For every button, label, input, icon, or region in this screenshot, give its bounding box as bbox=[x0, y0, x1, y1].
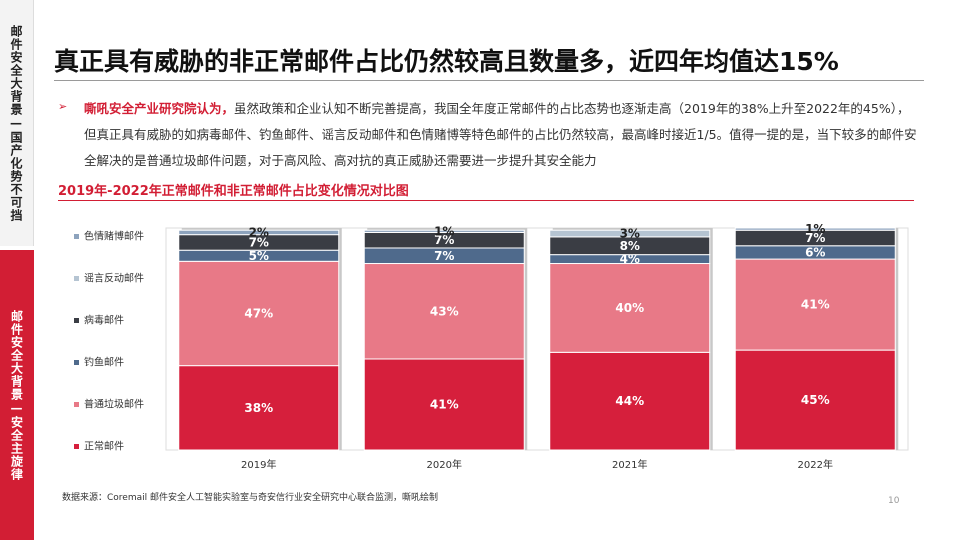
data-label: 7% bbox=[249, 235, 269, 249]
legend-label: 正常邮件 bbox=[84, 440, 124, 453]
sidebar-tab-bottom[interactable]: 邮件安全大背景—安全主旋律 bbox=[0, 250, 34, 540]
data-label: 2% bbox=[249, 225, 269, 239]
title-divider bbox=[54, 80, 924, 81]
sidebar-tab-top[interactable]: 邮件安全大背景—国产化势不可挡 bbox=[0, 0, 34, 246]
legend-swatch bbox=[74, 402, 79, 407]
sidebar-tab-bottom-label: 邮件安全大背景—安全主旋律 bbox=[9, 309, 24, 481]
stacked-bar-chart: 38%47%5%7%2%2019年41%43%7%7%1%2020年44%40%… bbox=[74, 222, 909, 471]
data-label: 41% bbox=[430, 397, 459, 411]
legend-swatch bbox=[74, 234, 79, 239]
bar-segment[interactable] bbox=[549, 263, 711, 353]
x-tick-label: 2019年 bbox=[241, 458, 276, 471]
bar-segment[interactable] bbox=[734, 227, 896, 231]
bar-segment[interactable] bbox=[734, 349, 896, 451]
data-label: 1% bbox=[805, 222, 825, 236]
legend-label: 普通垃圾邮件 bbox=[84, 398, 144, 411]
data-label: 41% bbox=[801, 298, 830, 312]
legend-label: 谣言反动邮件 bbox=[84, 272, 144, 285]
bar-segment[interactable] bbox=[549, 229, 711, 238]
paragraph-text: 虽然政策和企业认知不断完善提高，我国全年度正常邮件的占比态势也逐渐走高（2019… bbox=[84, 101, 917, 168]
data-label: 8% bbox=[620, 239, 640, 253]
data-label: 7% bbox=[434, 249, 454, 263]
bar-segment[interactable] bbox=[363, 358, 525, 451]
data-label: 4% bbox=[620, 252, 640, 266]
bar-segment[interactable] bbox=[178, 260, 340, 367]
data-label: 45% bbox=[801, 393, 830, 407]
data-label: 38% bbox=[244, 401, 273, 415]
data-label: 47% bbox=[244, 306, 273, 320]
bullet-arrow-icon: ➢ bbox=[58, 100, 68, 113]
legend-swatch bbox=[74, 444, 79, 449]
bar-segment[interactable] bbox=[363, 263, 525, 360]
data-label: 40% bbox=[615, 301, 644, 315]
legend-swatch bbox=[74, 276, 79, 281]
bar-segment[interactable] bbox=[734, 258, 896, 351]
intro-paragraph: 嘶吼安全产业研究院认为，虽然政策和企业认知不断完善提高，我国全年度正常邮件的占比… bbox=[84, 96, 920, 174]
bar-segment[interactable] bbox=[549, 351, 711, 451]
legend-label: 病毒邮件 bbox=[84, 314, 124, 327]
chart-title: 2019年-2022年正常邮件和非正常邮件占比变化情况对比图 bbox=[58, 184, 409, 199]
data-label: 7% bbox=[805, 231, 825, 245]
page-number: 10 bbox=[888, 496, 900, 506]
data-label: 1% bbox=[434, 224, 454, 238]
legend-label: 钓鱼邮件 bbox=[84, 356, 124, 369]
legend-swatch bbox=[74, 360, 79, 365]
x-tick-label: 2021年 bbox=[612, 458, 647, 471]
page-title: 真正具有威胁的非正常邮件占比仍然较高且数量多，近四年均值达15% bbox=[54, 47, 839, 76]
legend-swatch bbox=[74, 318, 79, 323]
bar-segment[interactable] bbox=[178, 229, 340, 236]
bar-segment[interactable] bbox=[178, 365, 340, 451]
sidebar-tab-top-label: 邮件安全大背景—国产化势不可挡 bbox=[9, 24, 23, 222]
data-label: 6% bbox=[805, 245, 825, 259]
legend-label: 色情赌博邮件 bbox=[84, 230, 144, 243]
data-label: 43% bbox=[430, 304, 459, 318]
x-tick-label: 2022年 bbox=[798, 458, 833, 471]
data-label: 3% bbox=[620, 227, 640, 241]
data-label: 44% bbox=[615, 394, 644, 408]
paragraph-highlight: 嘶吼安全产业研究院认为， bbox=[84, 101, 235, 116]
chart-title-divider bbox=[58, 200, 914, 201]
data-source-note: 数据来源：Coremail 邮件安全人工智能实验室与奇安信行业安全研究中心联合监… bbox=[62, 493, 438, 503]
x-tick-label: 2020年 bbox=[427, 458, 462, 471]
data-label: 5% bbox=[249, 249, 269, 263]
bar-segment[interactable] bbox=[363, 229, 525, 233]
data-label: 7% bbox=[434, 233, 454, 247]
